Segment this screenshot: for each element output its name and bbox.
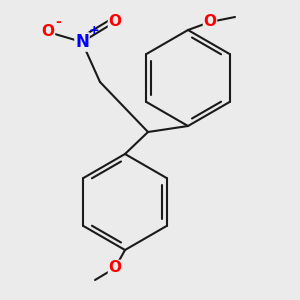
- Text: O: O: [109, 260, 122, 275]
- Text: N: N: [75, 33, 89, 51]
- Text: -: -: [55, 15, 61, 29]
- Text: O: O: [41, 25, 55, 40]
- Text: O: O: [203, 14, 217, 29]
- Text: O: O: [109, 14, 122, 29]
- Text: +: +: [89, 23, 99, 37]
